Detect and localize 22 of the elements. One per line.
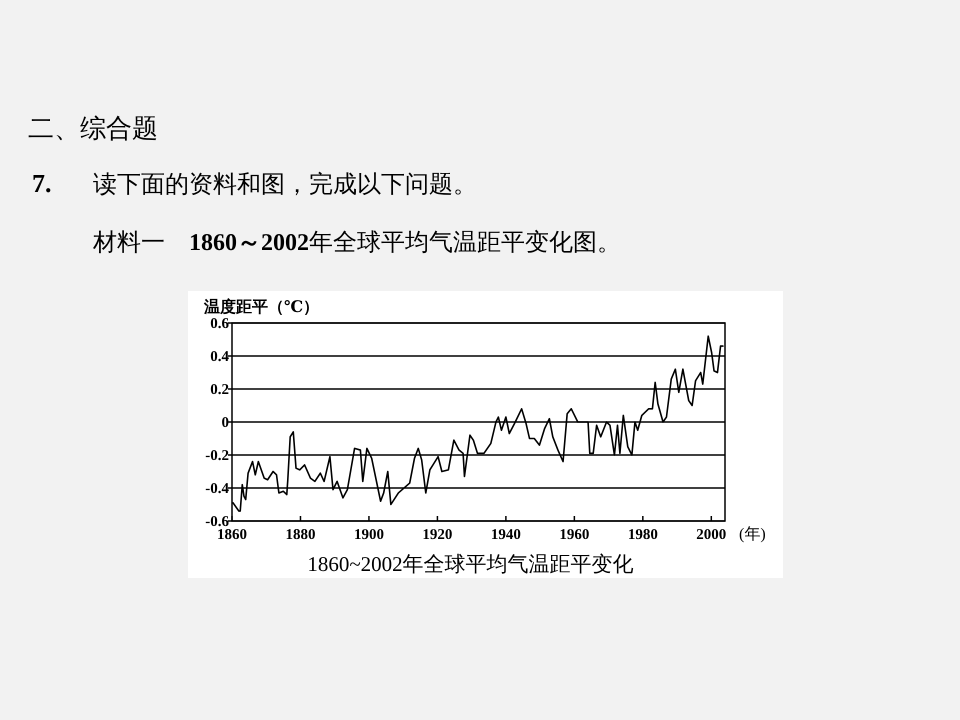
x-tick-label: 1980 xyxy=(628,527,658,543)
x-tick-label: 1920 xyxy=(422,527,452,543)
text: 1860~2002年全球平均气温距平变化 xyxy=(307,552,634,576)
x-tick-label: 1900 xyxy=(354,527,384,543)
x-tick-label: 1960 xyxy=(559,527,590,543)
y-tick-label: -0.6 xyxy=(205,514,230,530)
text: 材料一 1860～2002年全球平均气温距平变化图。 xyxy=(92,229,621,256)
text: 二、综合题 xyxy=(28,114,158,143)
y-tick-label: -0.4 xyxy=(205,481,230,497)
x-tick-label: 1880 xyxy=(285,527,316,543)
x-tick-label: 2000 xyxy=(696,527,726,543)
y-tick-label: -0.2 xyxy=(205,448,229,464)
text: 7. xyxy=(32,169,52,198)
y-axis-title: 温度距平（℃） xyxy=(203,297,320,316)
y-tick-label: 0.2 xyxy=(210,382,229,398)
y-tick-label: 0 xyxy=(222,415,229,431)
x-axis-title: (年) xyxy=(739,526,766,543)
x-tick-label: 1860 xyxy=(217,527,247,543)
y-tick-label: 0.4 xyxy=(210,349,230,365)
x-tick-label: 1940 xyxy=(490,527,521,543)
text: 读下面的资料和图，完成以下问题。 xyxy=(93,171,477,198)
y-tick-label: 0.6 xyxy=(210,316,230,332)
